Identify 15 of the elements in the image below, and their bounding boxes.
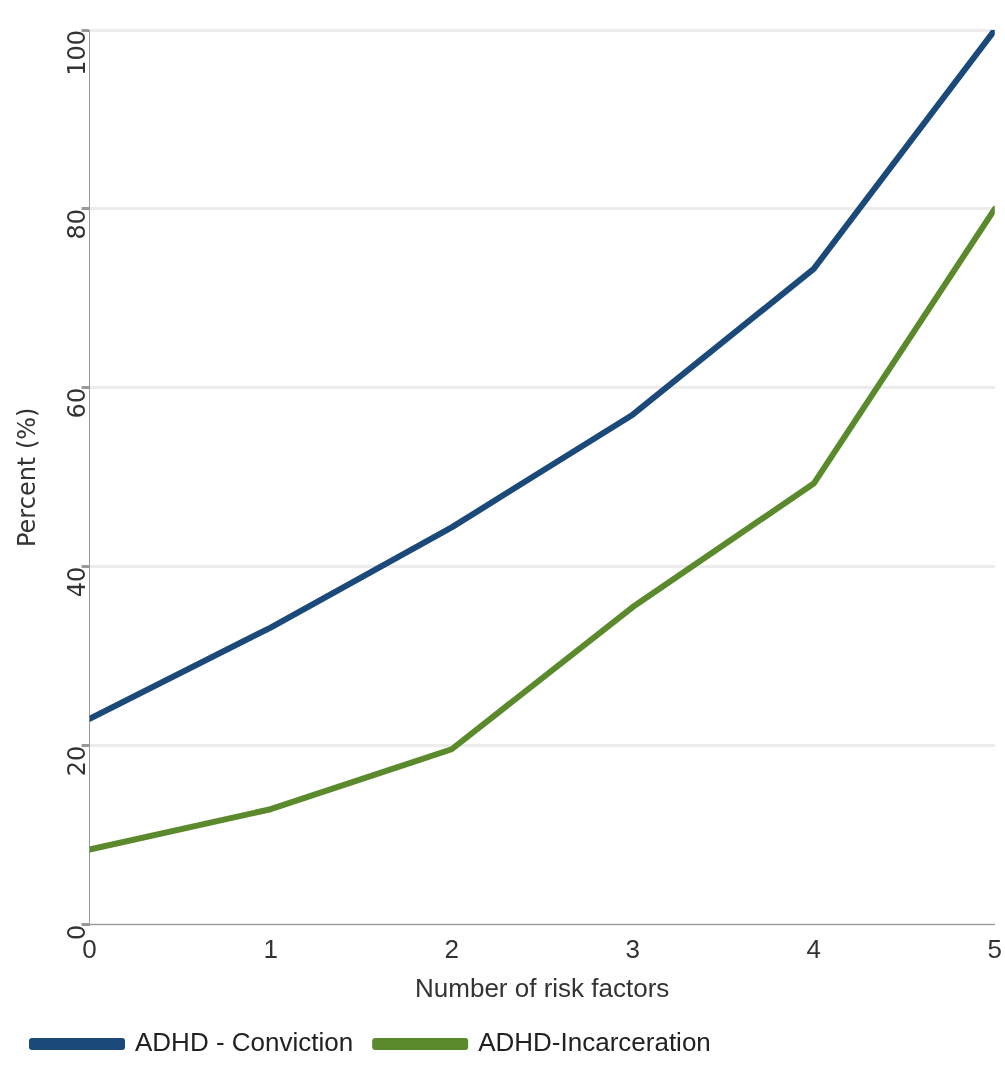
x-tick-label: 1: [263, 934, 278, 965]
y-tick-label: 0: [62, 924, 91, 940]
x-tick-label: 3: [625, 934, 640, 965]
y-axis-title: Percent (%): [12, 407, 41, 548]
y-tick-label: 60: [62, 387, 91, 419]
y-tick-label: 80: [62, 208, 91, 240]
x-tick-label: 2: [444, 934, 459, 965]
y-tick-label: 20: [62, 745, 91, 777]
y-tick-label: 100: [62, 30, 91, 76]
x-tick-label: 4: [806, 934, 821, 965]
legend-label: ADHD-Incarceration: [478, 1027, 711, 1058]
legend-label: ADHD - Conviction: [135, 1027, 354, 1058]
y-tick-label: 40: [62, 566, 91, 598]
x-tick-label: 5: [987, 934, 1002, 965]
x-axis-title: Number of risk factors: [415, 972, 670, 1003]
